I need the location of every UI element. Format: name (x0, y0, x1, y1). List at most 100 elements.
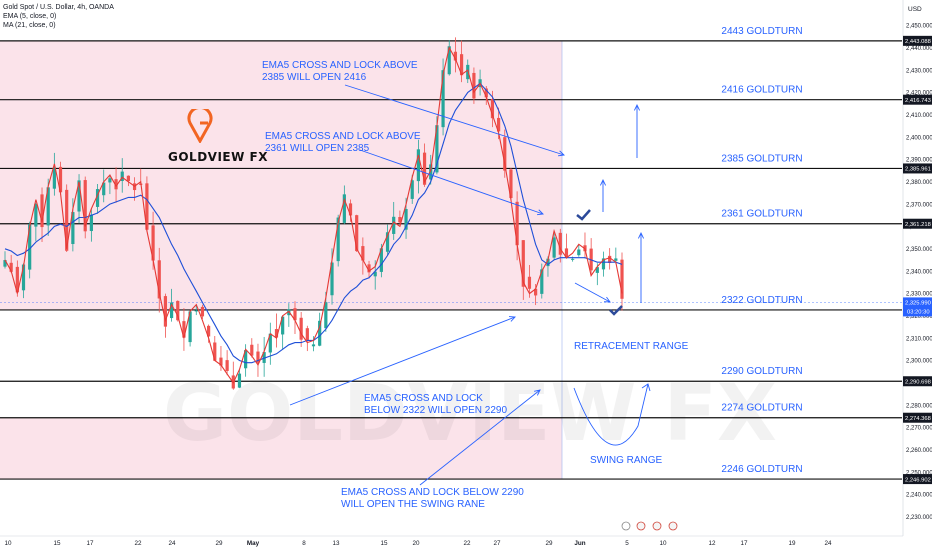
time-tick: 27 (493, 540, 501, 547)
time-tick: Jun (574, 540, 585, 547)
candle-body (268, 333, 272, 353)
annotation-2416: EMA5 CROSS AND LOCK ABOVE 2385 WILL OPEN… (262, 60, 418, 83)
candle-body (65, 189, 69, 251)
candle-body (564, 248, 569, 258)
annotation-swing-range: SWING RANGE (590, 455, 663, 466)
price-tick: 2,400.000 (906, 135, 932, 141)
level-price-tag (903, 94, 932, 105)
candle-body (244, 350, 248, 369)
time-tick: May (247, 540, 260, 547)
shaded-zone-0 (0, 40, 562, 169)
level-label-2: 2385 GOLDTURN (721, 153, 802, 164)
candle-body (305, 328, 309, 341)
price-tick: 2,230.000 (906, 515, 932, 521)
candle-body (262, 352, 266, 363)
candle-body (453, 51, 458, 61)
symbol-title: Gold Spot / U.S. Dollar, 4h, OANDA (3, 4, 114, 11)
price-tick: 2,380.000 (906, 180, 932, 186)
shaded-zone-1 (0, 168, 562, 310)
candle-body (120, 171, 124, 182)
candle-body (392, 216, 396, 234)
candle-body (77, 180, 81, 212)
time-tick: 17 (740, 540, 748, 547)
candle-body (40, 194, 44, 228)
arrow-to-2385-head (557, 150, 565, 157)
candle-body (213, 342, 217, 361)
time-tick: 13 (332, 540, 340, 547)
candle-body (250, 344, 254, 356)
candle-body (52, 168, 56, 189)
price-tick: 2,370.000 (906, 202, 932, 208)
price-tick: 2,300.000 (906, 359, 932, 365)
swing-curve-head (641, 383, 651, 392)
price-tick: 2,410.000 (906, 113, 932, 119)
annotation-retracement-range: RETRACEMENT RANGE (574, 341, 689, 352)
candle-body (145, 183, 149, 230)
price-tick: 2,350.000 (906, 247, 932, 253)
candle-body (151, 225, 155, 261)
arrow-to-2385 (344, 84, 565, 156)
candle-body (83, 180, 87, 232)
candle-body (361, 246, 365, 261)
candle-body (15, 266, 19, 293)
candle-body (188, 311, 192, 343)
us-flag-icon (636, 521, 646, 531)
candle-body (28, 224, 32, 270)
price-tick: 2,260.000 (906, 448, 932, 454)
time-tick: 22 (463, 540, 471, 547)
arrow-down-2322 (574, 282, 611, 303)
candle-body (540, 269, 544, 294)
candle-body (330, 262, 334, 296)
candle-body (429, 164, 433, 180)
level-label-1: 2416 GOLDTURN (721, 85, 802, 96)
candle-body (281, 316, 285, 335)
candle-body (601, 258, 606, 270)
time-tick: 29 (545, 540, 553, 547)
candle-body (256, 351, 260, 363)
candle-body (3, 260, 7, 267)
price-tick: 2,340.000 (906, 269, 932, 275)
candle-body (614, 258, 618, 261)
time-tick: 15 (53, 540, 61, 547)
annotation-swing: EMA5 CROSS AND LOCK BELOW 2290 WILL OPEN… (341, 487, 524, 510)
candle-body (558, 232, 562, 255)
candle-body (58, 166, 63, 193)
candle-body (46, 187, 50, 226)
level-price-tag (903, 474, 932, 485)
arrow-to-2290-head (534, 389, 541, 396)
candle-body (71, 212, 75, 245)
arrow-up-2361-head (637, 231, 645, 239)
time-tick: 24 (168, 540, 176, 547)
price-tick: 2,250.000 (906, 470, 932, 476)
price-tick: 2,330.000 (906, 292, 932, 298)
candle-body (379, 248, 383, 272)
level-price-tag-text: 2,416.743 (905, 98, 931, 104)
candle-body (225, 360, 229, 371)
level-label-4: 2322 GOLDTURN (721, 295, 802, 306)
candle-body (534, 288, 538, 296)
candle-body (503, 137, 507, 171)
price-tick: 2,320.000 (906, 314, 932, 320)
level-price-tag-text: 2,361.218 (905, 222, 931, 228)
ema-legend: EMA (5, close, 0) (3, 13, 57, 20)
price-tick: 2,440.000 (906, 46, 932, 52)
time-tick: 20 (412, 540, 420, 547)
shaded-zone-2 (0, 417, 562, 480)
candle-body (509, 169, 513, 199)
candle-body (336, 217, 340, 262)
level-price-tag (903, 376, 932, 387)
time-tick: 22 (134, 540, 142, 547)
time-tick: 10 (659, 540, 667, 547)
candle-body (546, 258, 550, 267)
price-axis-bg (903, 0, 932, 550)
last-price-tag (903, 297, 932, 317)
swing-curve (573, 383, 649, 446)
level-label-3: 2361 GOLDTURN (721, 209, 802, 220)
arrow-to-2361-head (536, 209, 544, 216)
candle-body (114, 179, 118, 190)
check-mark-icon (576, 209, 591, 221)
last-price-countdown: 03:20:30 (907, 309, 930, 315)
annotation-2290: EMA5 CROSS AND LOCK BELOW 2322 WILL OPEN… (364, 393, 508, 416)
us-flag-icon (668, 521, 678, 531)
candle-body (274, 329, 279, 338)
